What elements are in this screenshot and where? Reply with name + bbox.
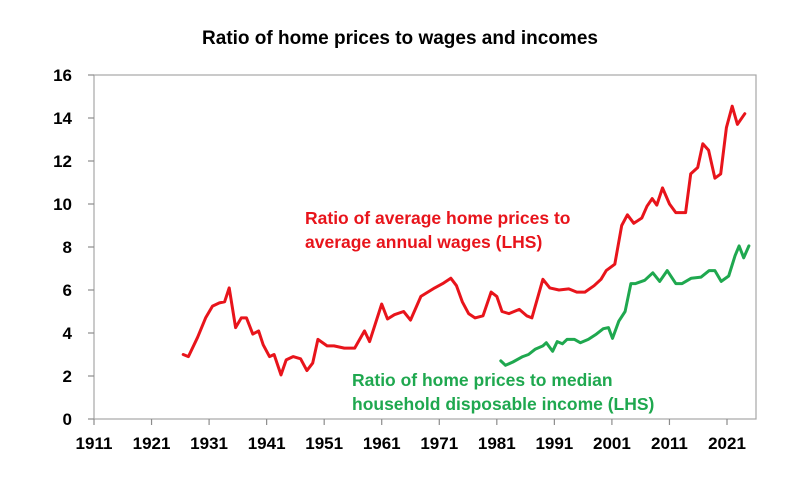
x-axis: 1911 1921 1931 1941 1951 1961 1971 1981 1991 2001… [76, 419, 746, 453]
y-tick-label: 14 [53, 109, 72, 128]
x-tick-label: 2001 [593, 434, 631, 453]
y-tick-label: 2 [63, 367, 72, 386]
x-tick-label: 1991 [535, 434, 573, 453]
series-layer [181, 104, 751, 377]
series-label-wages-line2: average annual wages (LHS) [305, 232, 542, 252]
x-tick-label: 1961 [363, 434, 401, 453]
x-tick-label: 1951 [305, 434, 343, 453]
y-tick-label: 10 [53, 195, 72, 214]
x-tick-label: 1981 [478, 434, 516, 453]
x-tick-label: 2021 [708, 434, 746, 453]
series-line-wages [181, 104, 747, 377]
y-tick-label: 8 [63, 238, 72, 257]
x-tick-label: 1941 [248, 434, 286, 453]
series-label-income-line2: household disposable income (LHS) [352, 394, 654, 414]
y-axis: 0 2 4 6 8 10 12 14 16 [53, 66, 94, 429]
series-line-income [499, 244, 751, 367]
x-tick-label: 1911 [76, 434, 113, 453]
series-label-income-line1: Ratio of home prices to median [352, 370, 613, 390]
x-tick-label: 1921 [133, 434, 171, 453]
series-label-wages-line1: Ratio of average home prices to [305, 208, 571, 228]
chart-title: Ratio of home prices to wages and income… [202, 28, 598, 49]
y-tick-label: 12 [53, 152, 72, 171]
y-tick-label: 4 [63, 324, 73, 343]
x-tick-label: 2011 [651, 434, 688, 453]
x-tick-label: 1931 [190, 434, 228, 453]
y-tick-label: 6 [63, 281, 72, 300]
y-tick-label: 16 [53, 66, 72, 85]
x-tick-label: 1971 [420, 434, 458, 453]
y-tick-label: 0 [63, 410, 72, 429]
